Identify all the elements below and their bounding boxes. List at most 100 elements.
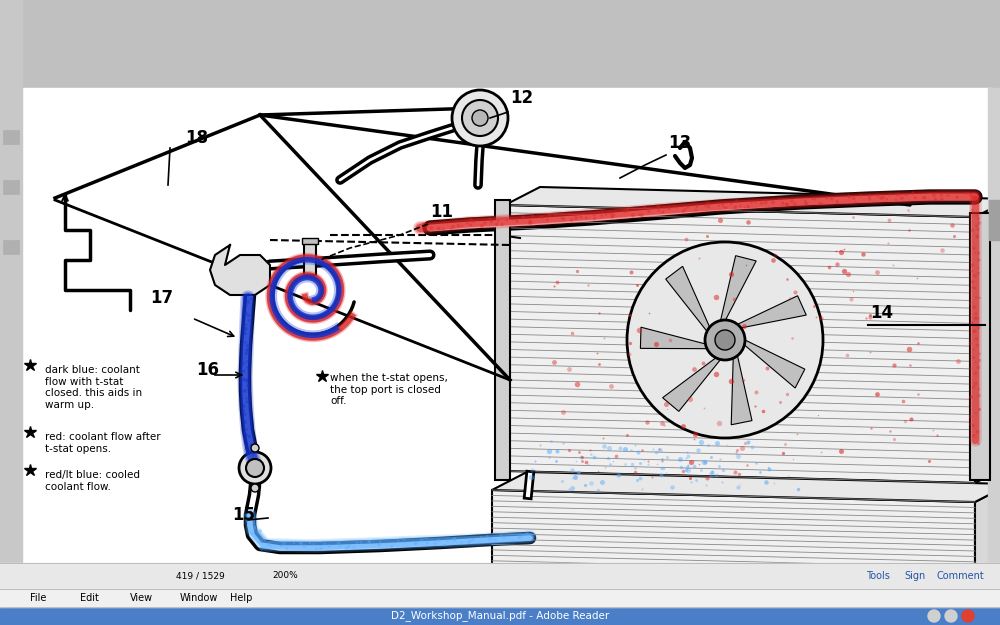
Point (445, 222, 461, 232)
Point (236, 366, 252, 376)
Point (236, 325, 252, 335)
Circle shape (251, 444, 259, 452)
Point (243, 506, 259, 516)
Point (587, 214, 603, 224)
Point (296, 541, 312, 551)
Point (971, 349, 987, 359)
Text: 419 / 1529: 419 / 1529 (176, 571, 224, 581)
Point (888, 195, 904, 205)
Point (276, 539, 292, 549)
Point (240, 381, 256, 391)
Point (723, 199, 739, 209)
Point (625, 211, 641, 221)
Polygon shape (492, 490, 975, 600)
Bar (0, 563, 1000, 589)
Point (465, 535, 481, 545)
Point (239, 397, 255, 407)
Point (934, 194, 950, 204)
Point (771, 194, 787, 204)
Point (964, 318, 980, 328)
Point (378, 538, 394, 548)
Point (732, 201, 748, 211)
Point (239, 346, 255, 356)
Point (446, 535, 462, 545)
Polygon shape (505, 205, 975, 483)
Text: Tools: Tools (866, 571, 890, 581)
Bar (0, 589, 1000, 607)
Point (775, 198, 791, 208)
Point (798, 198, 814, 208)
Point (237, 329, 253, 339)
Point (237, 429, 253, 439)
Point (798, 199, 814, 209)
Point (881, 189, 897, 199)
Point (890, 189, 906, 199)
Point (443, 224, 459, 234)
Circle shape (945, 610, 957, 622)
Point (971, 439, 987, 449)
Point (423, 223, 439, 233)
Point (966, 344, 982, 354)
Point (236, 402, 252, 412)
Point (239, 356, 255, 366)
Polygon shape (737, 296, 806, 328)
Point (506, 536, 522, 546)
Point (511, 532, 527, 542)
Point (436, 540, 452, 550)
Point (244, 440, 260, 450)
Polygon shape (975, 199, 1000, 483)
Point (971, 248, 987, 258)
Point (306, 539, 322, 549)
Point (641, 206, 657, 216)
Bar (989, 200, 999, 240)
Point (605, 210, 621, 220)
Point (489, 219, 505, 229)
Circle shape (452, 90, 508, 146)
Point (967, 313, 983, 323)
Polygon shape (666, 266, 710, 331)
Point (970, 362, 986, 372)
Point (463, 216, 479, 226)
Circle shape (928, 610, 940, 622)
Point (971, 323, 987, 333)
Circle shape (251, 484, 259, 492)
Circle shape (627, 242, 823, 438)
Point (372, 537, 388, 547)
Point (505, 214, 521, 224)
Point (701, 202, 717, 212)
Text: Help: Help (230, 593, 252, 603)
Point (971, 255, 987, 265)
Point (969, 231, 985, 241)
Point (848, 198, 864, 208)
Point (969, 211, 985, 221)
Point (915, 192, 931, 202)
Bar (3, 180, 19, 194)
Point (361, 537, 377, 547)
Point (556, 214, 572, 224)
Point (927, 194, 943, 204)
Point (941, 191, 957, 201)
Point (261, 539, 277, 549)
Point (241, 316, 257, 326)
Point (238, 376, 254, 386)
Point (419, 221, 435, 231)
Point (362, 537, 378, 547)
Point (807, 194, 823, 204)
Point (459, 218, 475, 228)
Text: 12: 12 (510, 89, 533, 107)
Point (917, 192, 933, 202)
Point (547, 210, 563, 220)
Point (969, 313, 985, 323)
Point (524, 211, 540, 221)
Bar (3, 130, 19, 144)
Point (314, 542, 330, 552)
Point (371, 539, 387, 549)
Point (482, 214, 498, 224)
Text: 17: 17 (150, 289, 173, 307)
Point (894, 193, 910, 203)
Point (293, 538, 309, 548)
Point (697, 201, 713, 211)
Point (689, 202, 705, 212)
Point (493, 531, 509, 541)
Point (236, 409, 252, 419)
